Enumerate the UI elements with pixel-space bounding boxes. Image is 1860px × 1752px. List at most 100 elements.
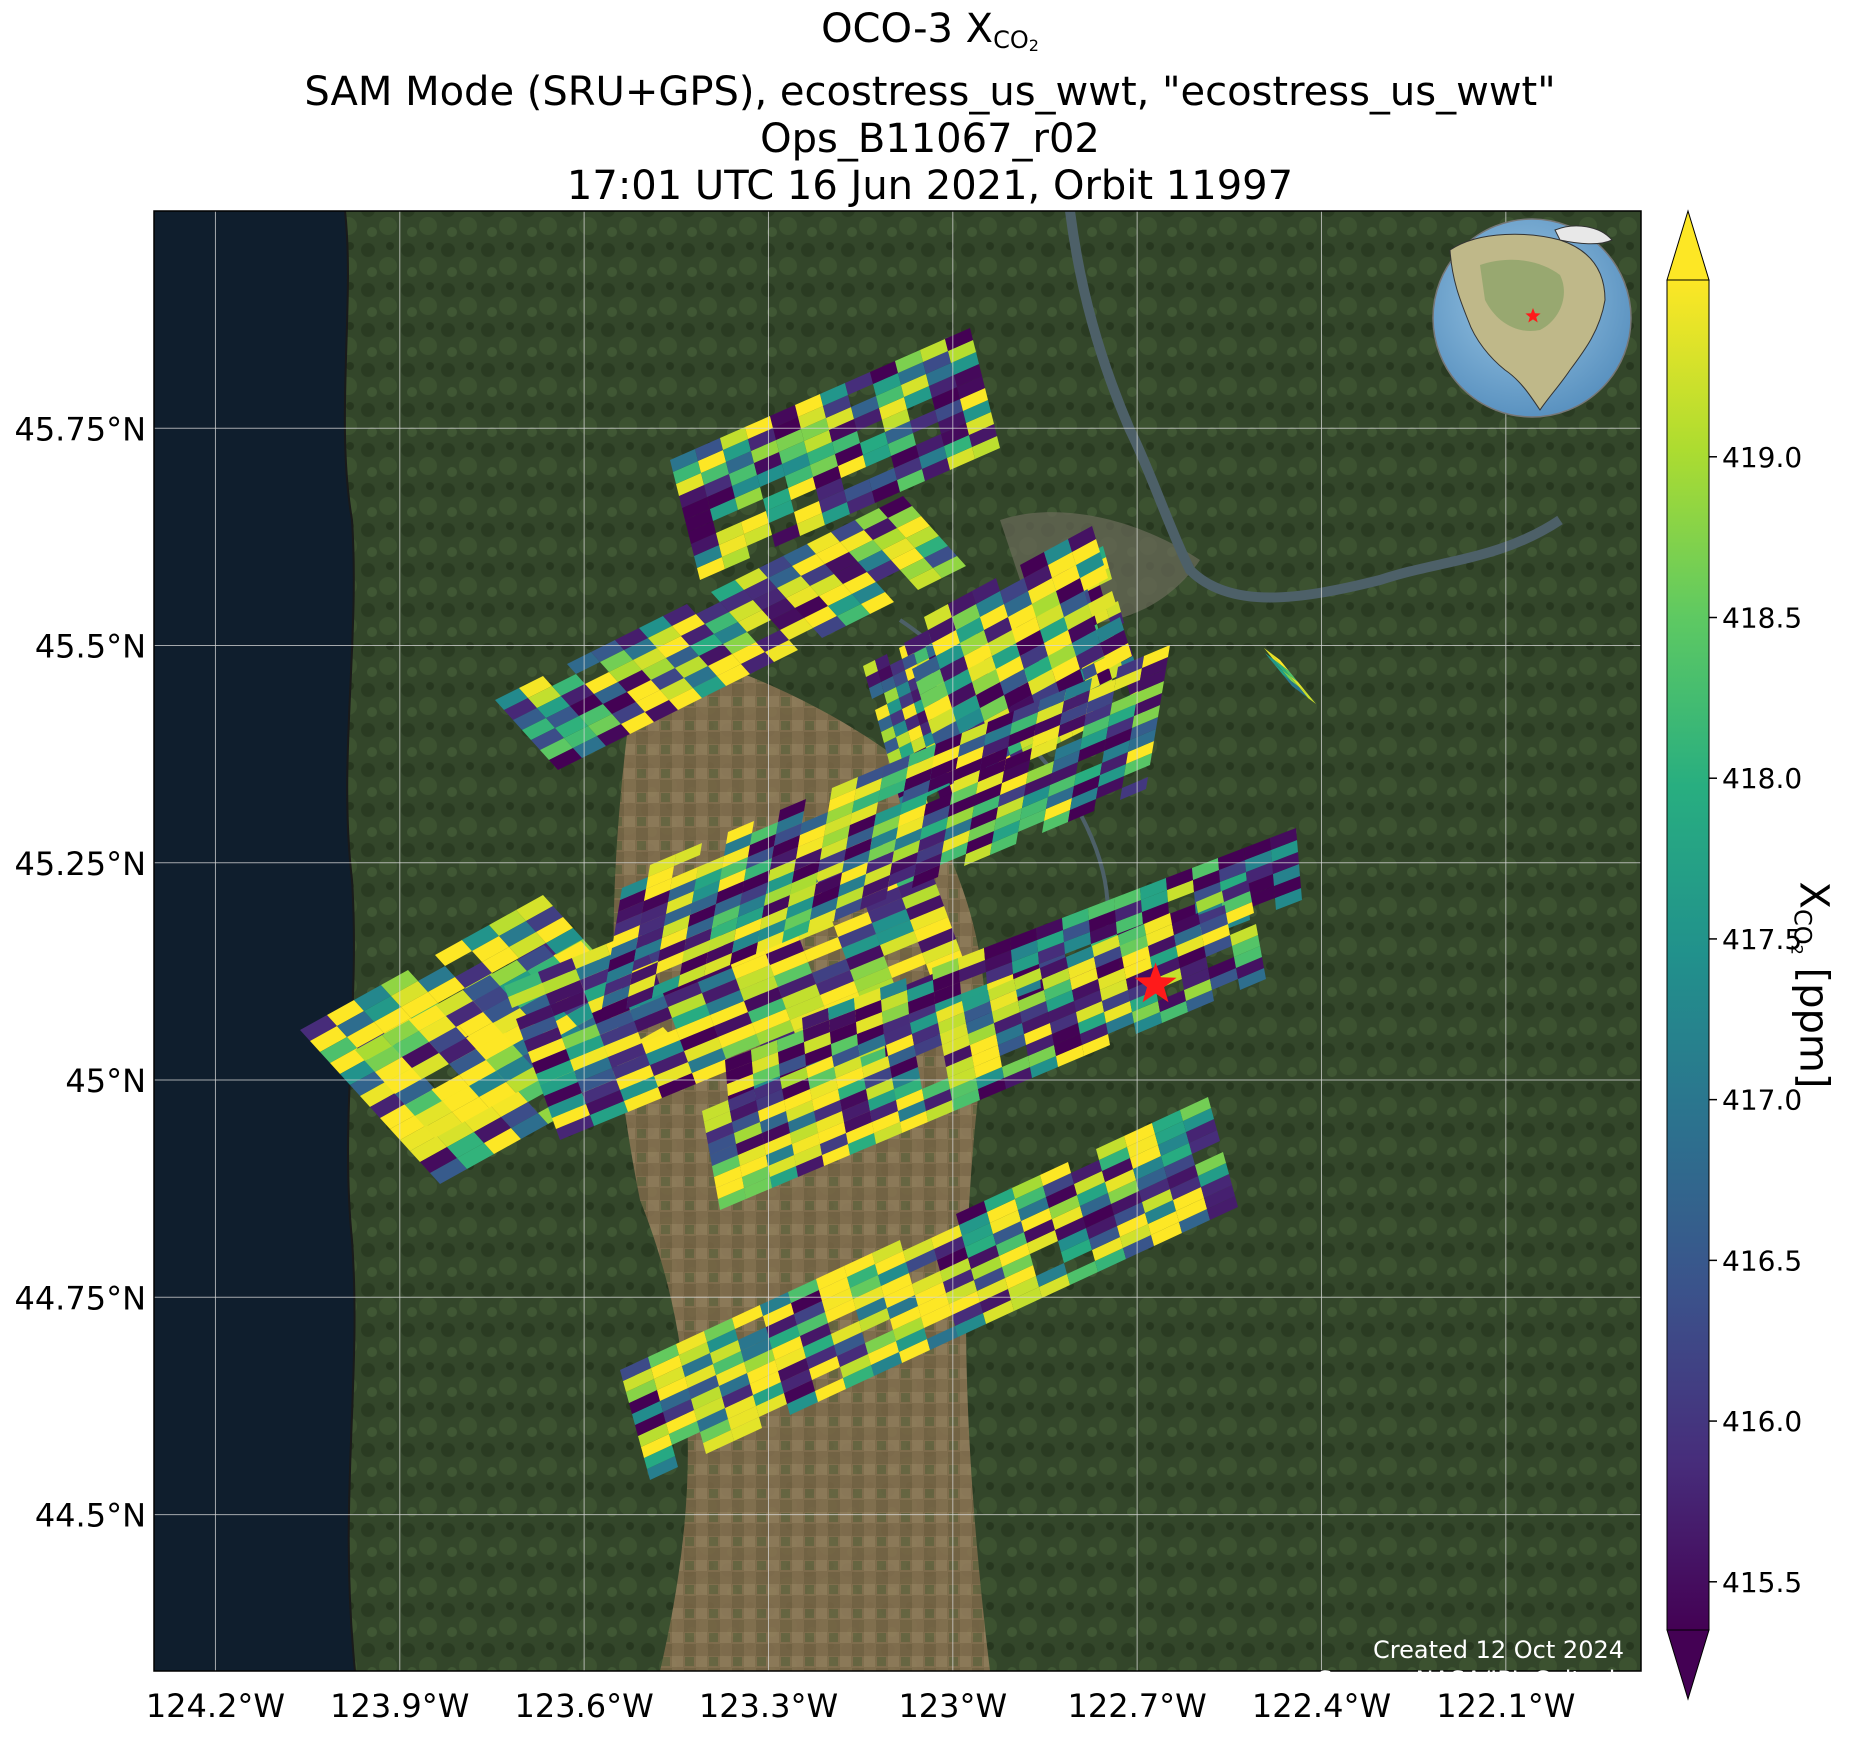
sounding-cell: [1183, 1108, 1214, 1132]
sounding-cell: [654, 1062, 692, 1087]
sounding-cell: [616, 901, 644, 924]
sounding-cell: [896, 731, 911, 748]
sounding-cell: [978, 759, 1006, 782]
sounding-cell: [1046, 990, 1074, 1012]
sounding-cell: [722, 546, 750, 569]
sounding-cell: [425, 1112, 462, 1138]
sounding-cell: [924, 793, 952, 816]
sounding-cell: [576, 955, 614, 980]
sounding-cell: [788, 477, 816, 500]
sounding-cell: [1080, 727, 1108, 750]
sounding-cell: [1004, 1067, 1032, 1089]
colorbar-tick-label: 415.5: [1722, 1566, 1802, 1599]
sounding-cell: [682, 1353, 713, 1377]
sounding-cell: [810, 1078, 838, 1100]
sounding-cell: [984, 617, 1012, 643]
sounding-cell: [1086, 691, 1114, 714]
x-tick-label: 123°W: [898, 1687, 1007, 1725]
sounding-cell: [409, 1005, 446, 1031]
sounding-cell: [1160, 1001, 1188, 1023]
sounding-cell: [1230, 924, 1258, 946]
sounding-cell: [992, 820, 1020, 843]
sounding-cell: [447, 1132, 484, 1158]
sounding-cell: [1060, 702, 1088, 725]
sounding-cell: [741, 652, 774, 674]
sounding-cell: [355, 1035, 392, 1061]
sounding-cell: [809, 1356, 840, 1380]
sounding-cell: [513, 708, 546, 730]
sounding-cell: [1207, 1196, 1238, 1220]
sounding-cell: [772, 524, 800, 547]
sounding-cell: [1036, 701, 1064, 724]
colorbar-extend-max: [1666, 209, 1710, 281]
sounding-cell: [1015, 1186, 1046, 1210]
sounding-cell: [842, 934, 880, 959]
sounding-cell: [1071, 1160, 1102, 1184]
sounding-cell: [499, 921, 536, 947]
sounding-cell: [846, 826, 874, 849]
xco2-soundings: [300, 328, 1316, 1480]
sounding-cell: [691, 533, 719, 556]
sounding-cell: [914, 647, 929, 664]
sounding-cell: [810, 897, 838, 920]
sounding-cell: [1182, 968, 1210, 990]
sounding-cell: [908, 992, 935, 1014]
sounding-cell: [882, 538, 915, 560]
sounding-cell: [753, 588, 786, 610]
sounding-cell: [1111, 1191, 1142, 1215]
sounding-cell: [994, 1012, 1022, 1034]
sounding-cell: [707, 1329, 738, 1353]
sounding-cell: [780, 1067, 808, 1089]
sounding-cell: [762, 598, 795, 620]
sounding-cell: [892, 840, 920, 863]
sounding-cell: [1202, 924, 1230, 946]
sounding-cell: [549, 748, 582, 770]
x-tick-label: 122.1°W: [1436, 1687, 1575, 1725]
sounding-cell: [938, 1012, 966, 1034]
sounding-cell: [702, 1100, 730, 1122]
sounding-cell: [690, 634, 723, 656]
sounding-cell: [738, 610, 771, 632]
title-line-4: 17:01 UTC 16 Jun 2021, Orbit 11997: [566, 163, 1294, 209]
sounding-cell: [1018, 809, 1046, 832]
sounding-cell: [710, 917, 738, 940]
sounding-cell: [816, 1266, 847, 1290]
sounding-cell: [1134, 1012, 1162, 1034]
sounding-cell: [895, 350, 923, 373]
sounding-cell: [748, 998, 786, 1023]
sounding-cell: [561, 684, 594, 706]
sounding-cell: [883, 1014, 910, 1036]
sounding-cell: [612, 925, 640, 948]
title-line-1: OCO-3 XCO2: [821, 6, 1039, 55]
sounding-cell: [798, 406, 826, 429]
sounding-cell: [1068, 526, 1096, 552]
sounding-cell: [1002, 1056, 1030, 1078]
sounding-cell: [1148, 935, 1176, 957]
sounding-cell: [810, 454, 838, 477]
sounding-cell: [972, 1045, 1000, 1067]
sounding-cell: [1194, 882, 1221, 904]
sounding-cell: [600, 1021, 638, 1046]
sounding-cell: [700, 1419, 731, 1443]
sounding-cell: [834, 1332, 865, 1356]
sounding-cell: [896, 1328, 927, 1352]
sounding-cell: [564, 726, 597, 748]
sounding-cell: [771, 608, 804, 630]
sounding-cell: [863, 444, 891, 467]
sounding-cell: [846, 945, 884, 970]
sounding-cell: [1140, 657, 1168, 680]
sounding-cell: [727, 1074, 754, 1096]
sounding-cell: [555, 716, 588, 738]
sounding-cell: [856, 1297, 887, 1321]
sounding-cell: [766, 1144, 794, 1166]
x-tick-label: 123.6°W: [514, 1687, 653, 1725]
sounding-cell: [638, 914, 666, 937]
sounding-cell: [868, 898, 906, 923]
sounding-cell: [1038, 942, 1065, 964]
sounding-cell: [1048, 643, 1076, 669]
sounding-cell: [1098, 968, 1126, 990]
sounding-cell: [1052, 1023, 1080, 1045]
sounding-cell: [429, 1027, 466, 1053]
sounding-cell: [420, 1147, 457, 1173]
sounding-cell: [586, 1090, 624, 1115]
